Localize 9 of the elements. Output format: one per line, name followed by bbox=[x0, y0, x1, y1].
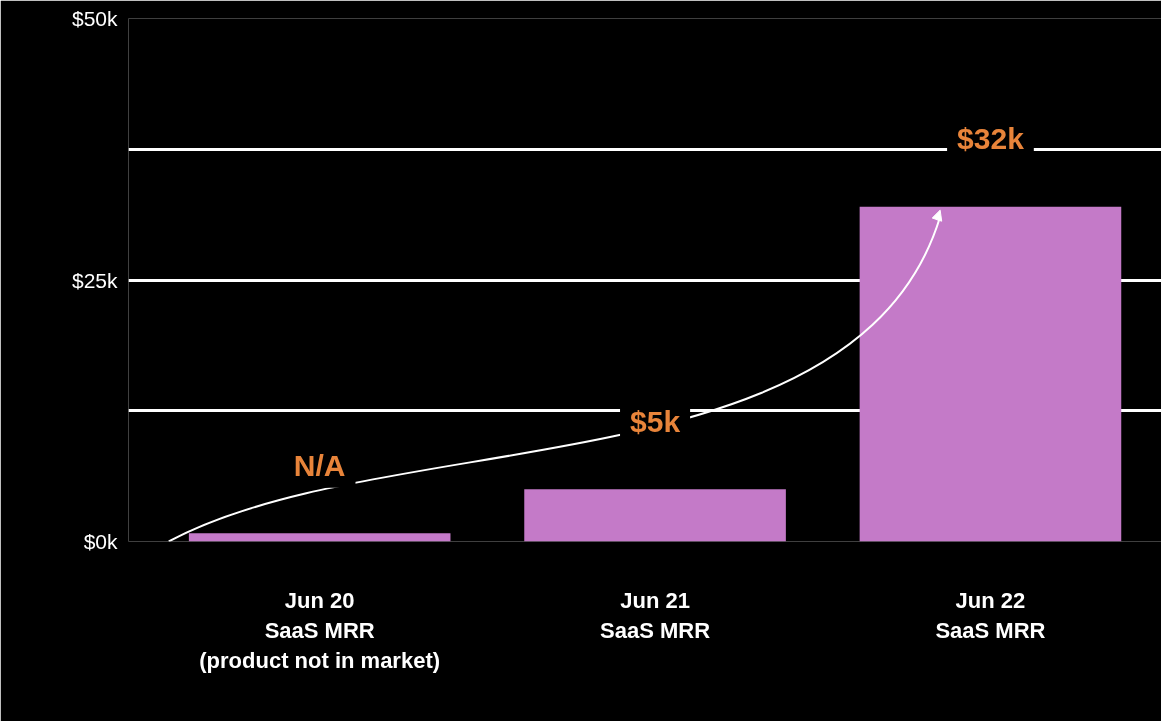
x-tick-label: Jun 21 SaaS MRR bbox=[600, 587, 711, 643]
x-tick-label: Jun 20 SaaS MRR (product not in market) bbox=[199, 587, 441, 673]
y-tick-label: $25k bbox=[71, 268, 118, 292]
y-tick-label: $0k bbox=[83, 530, 118, 553]
y-tick-label: $50k bbox=[71, 7, 118, 30]
data-label: $5k bbox=[630, 404, 681, 438]
data-label: $32k bbox=[957, 122, 1025, 156]
data-label: N/A bbox=[293, 448, 346, 482]
x-tick-label: Jun 22 SaaS MRR bbox=[935, 587, 1046, 643]
